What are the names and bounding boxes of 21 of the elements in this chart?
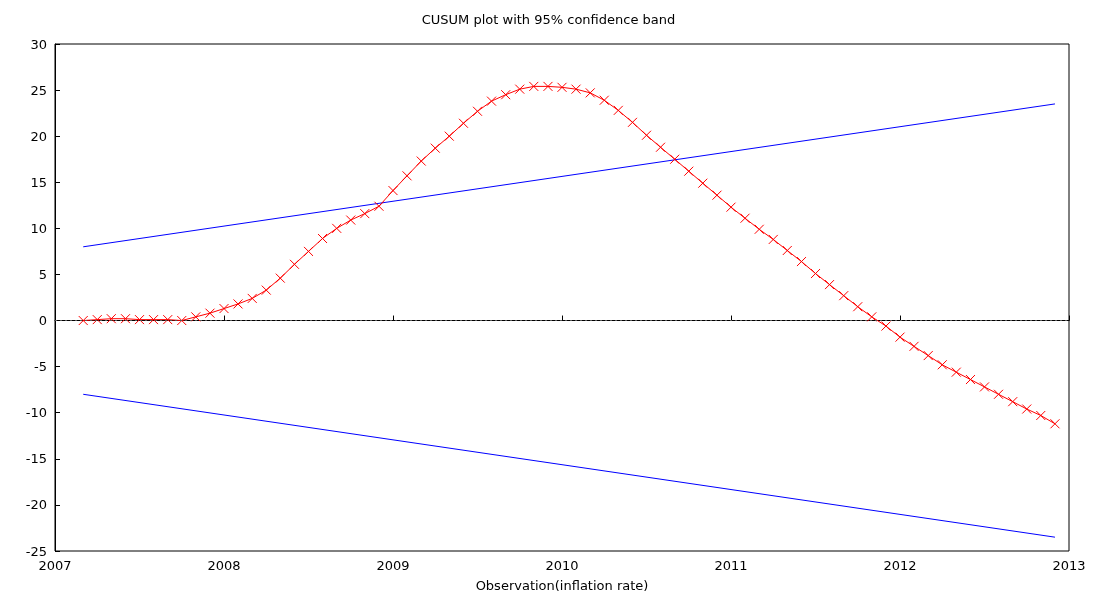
x-tick-label: 2012 xyxy=(883,558,917,573)
y-tick-label: 20 xyxy=(30,128,47,144)
x-tick-label: 2011 xyxy=(714,558,748,573)
x-tick-label: 2008 xyxy=(207,558,241,573)
x-tick-label: 2010 xyxy=(545,558,579,573)
y-tick-label: -5 xyxy=(34,359,47,375)
y-tick-label: 15 xyxy=(30,174,47,190)
y-tick-label: -10 xyxy=(25,405,47,421)
y-tick-label: 5 xyxy=(38,266,47,282)
y-tick-label: 0 xyxy=(38,313,47,329)
x-tick-label: 2007 xyxy=(38,558,72,573)
y-tick-label: 30 xyxy=(30,36,47,52)
y-tick-label: 10 xyxy=(30,220,47,236)
x-tick-label: 2009 xyxy=(376,558,410,573)
x-axis-title: Observation(inflation rate) xyxy=(475,578,649,593)
y-tick-label: 25 xyxy=(30,82,47,98)
y-tick-label: -25 xyxy=(25,543,47,559)
chart-title: CUSUM plot with 95% confidence band xyxy=(421,12,676,27)
y-tick-label: -15 xyxy=(25,451,47,467)
x-tick-label: 2013 xyxy=(1052,558,1086,573)
y-tick-label: -20 xyxy=(25,497,47,513)
